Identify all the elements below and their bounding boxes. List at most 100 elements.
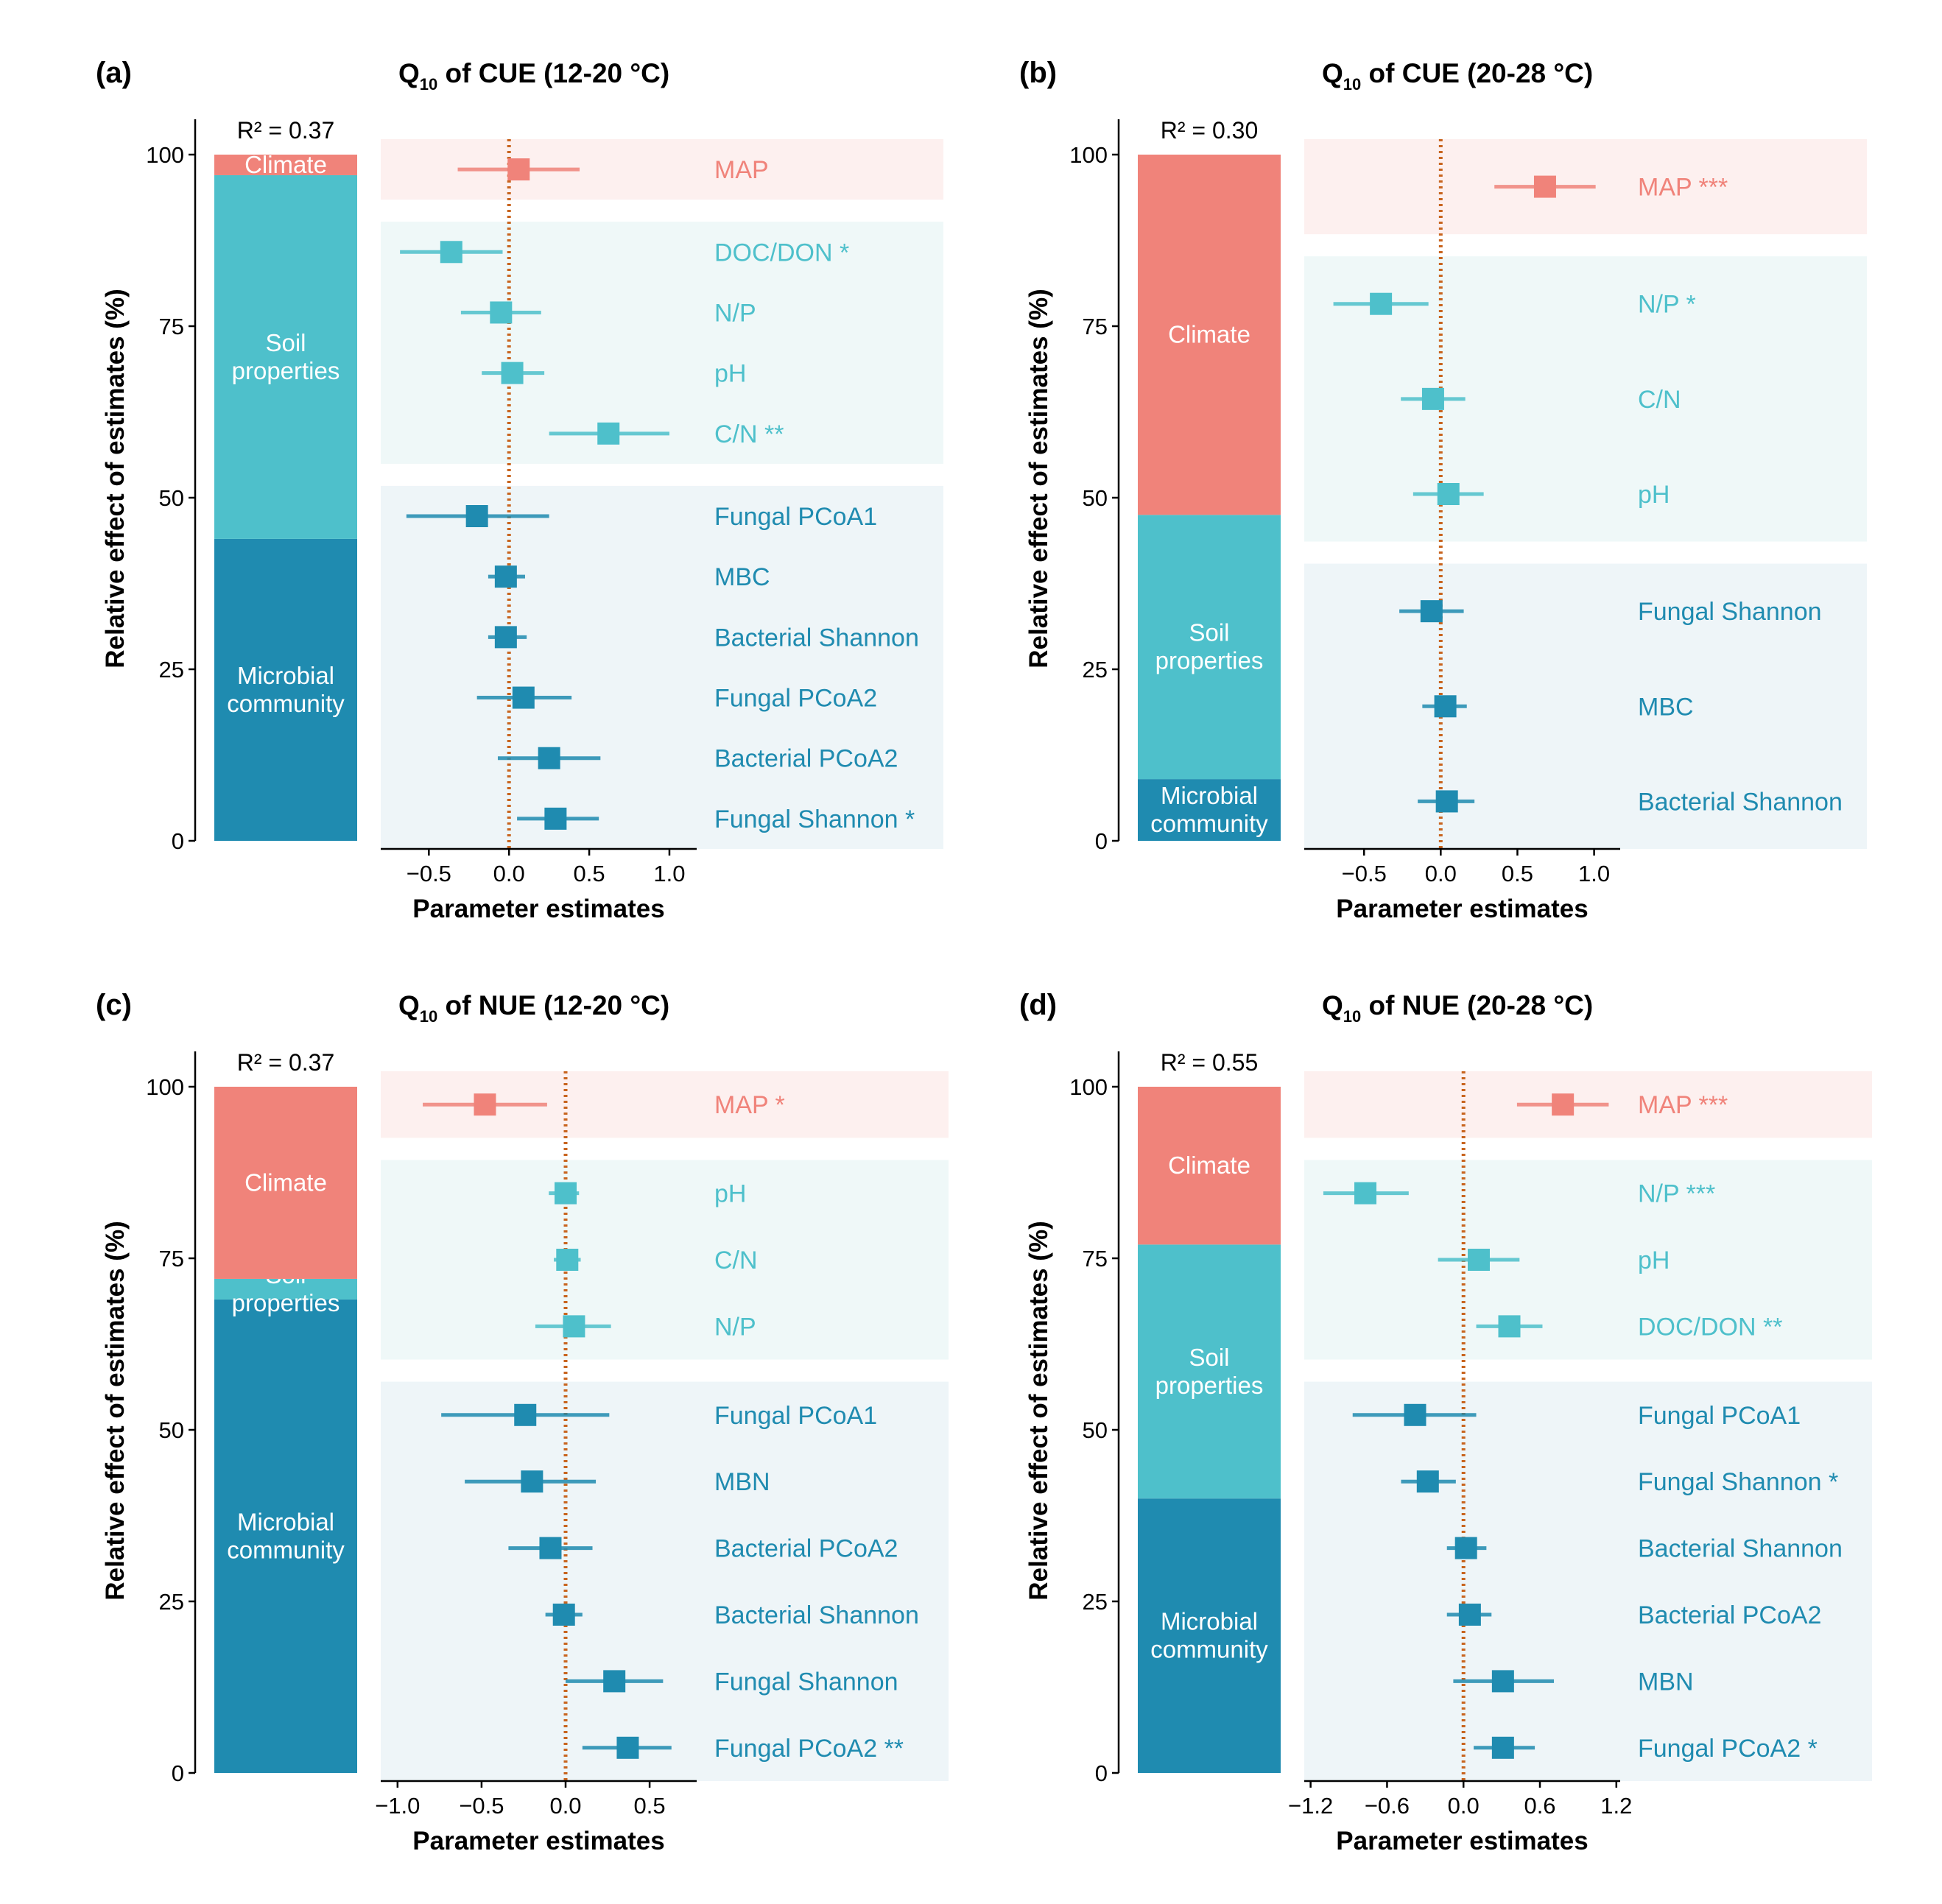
panel-b: (b) Q10 of CUE (20-28 °C) 0 25 50 75 100 Relati… [1019, 57, 1867, 923]
title-subscript: 10 [420, 1007, 437, 1026]
y-tick-label: 0 [172, 828, 184, 854]
row-label: Bacterial Shannon [1638, 788, 1843, 816]
estimate-point [1435, 790, 1458, 813]
row-label: Fungal PCoA2 * [1638, 1735, 1818, 1763]
estimate-point [1467, 1249, 1490, 1271]
x-tick-label: −0.5 [1342, 861, 1387, 886]
panel-title: Q10 of CUE (12-20 °C) [398, 58, 669, 94]
title-rest: of NUE (20-28 °C) [1361, 990, 1593, 1020]
panel-a: (a) Q10 of CUE (12-20 °C) 0 25 50 75 100 Relati… [96, 57, 943, 923]
stack-segment-label: Soil [1189, 619, 1229, 646]
x-tick-label: −0.6 [1365, 1793, 1410, 1819]
stack-segment-label: Climate [1168, 321, 1250, 348]
row-label: Fungal PCoA2 [714, 685, 877, 713]
y-tick-label: 100 [146, 1074, 184, 1100]
stack-segment-label: community [227, 1536, 345, 1563]
title-subscript: 10 [1343, 75, 1361, 94]
y-tick-label: 75 [1083, 314, 1108, 339]
stack-segment-label: Microbial [237, 662, 334, 689]
y-tick-label: 75 [1083, 1246, 1108, 1272]
title-rest: of CUE (12-20 °C) [437, 58, 669, 88]
estimate-point [440, 241, 462, 264]
stack-segment-soil-properties [1138, 515, 1281, 780]
panel-label: (d) [1019, 989, 1057, 1021]
x-axis-label: Parameter estimates [412, 895, 664, 923]
panel-d: (d) Q10 of NUE (20-28 °C) 0 25 50 75 100 Relati… [1019, 989, 1872, 1855]
estimate-point [501, 362, 524, 384]
r-squared-label: R² = 0.55 [1161, 1049, 1259, 1076]
title-q: Q [1322, 58, 1343, 88]
stack-segment-label: community [1150, 1636, 1268, 1663]
stack-segment-label: Microbial [1161, 782, 1258, 809]
stack-segment-label: Soil [1189, 1344, 1229, 1371]
estimate-point [1498, 1315, 1521, 1338]
y-tick-label: 0 [172, 1760, 184, 1786]
y-axis-label: Relative effect of estimates (%) [1024, 289, 1053, 668]
estimate-point [1354, 1182, 1377, 1205]
row-label: Bacterial PCoA2 [714, 745, 898, 773]
x-tick-label: 0.5 [634, 1793, 666, 1819]
row-label: pH [714, 1180, 746, 1208]
x-axis-label: Parameter estimates [1336, 1827, 1588, 1855]
stack-segment-label: community [1150, 810, 1268, 837]
row-label: Bacterial PCoA2 [1638, 1601, 1821, 1629]
y-tick-label: 100 [146, 142, 184, 168]
estimate-point [1420, 600, 1443, 623]
estimate-point [507, 158, 530, 181]
title-q: Q [398, 990, 420, 1020]
row-label: Fungal PCoA1 [714, 503, 877, 531]
estimate-point [494, 565, 517, 588]
y-tick-label: 75 [159, 1246, 184, 1272]
row-label: MBN [714, 1468, 770, 1496]
x-tick-label: 0.5 [574, 861, 605, 886]
row-label: N/P *** [1638, 1180, 1715, 1208]
stack-segment-climate [214, 155, 357, 175]
row-label: DOC/DON ** [1638, 1313, 1782, 1341]
estimate-point [1491, 1670, 1514, 1693]
row-label: Bacterial Shannon [714, 1601, 919, 1629]
stack-segment-microbial-community [1138, 779, 1281, 841]
x-tick-label: −1.2 [1288, 1793, 1333, 1819]
estimate-point [552, 1604, 575, 1626]
stack-segment-soil-properties [214, 174, 357, 539]
stack-segment-soil-properties [214, 1278, 357, 1300]
title-q: Q [398, 58, 420, 88]
r-squared-label: R² = 0.37 [237, 1049, 335, 1076]
panel-label: (c) [96, 989, 132, 1021]
stack-segment-label: Microbial [237, 1508, 334, 1535]
row-label: pH [1638, 481, 1670, 509]
stack-segment-label: Climate [244, 1168, 327, 1196]
title-q: Q [1322, 990, 1343, 1020]
row-label: Bacterial Shannon [1638, 1535, 1843, 1563]
estimate-point [474, 1093, 496, 1116]
stack-segment-label: Climate [244, 151, 327, 178]
x-tick-label: 1.2 [1600, 1793, 1632, 1819]
estimate-point [539, 1537, 562, 1559]
stack-segment-label: Microbial [1161, 1608, 1258, 1635]
row-label: N/P [714, 1313, 756, 1341]
stack-segment-microbial-community [214, 1299, 357, 1773]
estimate-point [1416, 1470, 1439, 1493]
y-axis-label: Relative effect of estimates (%) [101, 1221, 130, 1600]
estimate-point [494, 626, 517, 649]
x-axis-label: Parameter estimates [412, 1827, 664, 1855]
panel-title: Q10 of NUE (20-28 °C) [1322, 990, 1593, 1026]
y-tick-label: 100 [1069, 1074, 1108, 1100]
y-tick-label: 100 [1069, 142, 1108, 168]
x-tick-label: 0.0 [1448, 1793, 1480, 1819]
y-tick-label: 0 [1095, 828, 1108, 854]
x-axis-label: Parameter estimates [1336, 895, 1588, 923]
x-tick-label: −0.5 [459, 1793, 504, 1819]
row-label: MAP [714, 156, 769, 184]
estimate-point [1458, 1604, 1481, 1626]
row-label: Fungal PCoA2 ** [714, 1735, 904, 1763]
stack-segment-label: properties [232, 357, 340, 384]
row-label: C/N [1638, 386, 1681, 414]
row-label: Fungal Shannon * [1638, 1468, 1838, 1496]
row-label: Fungal PCoA1 [1638, 1402, 1801, 1430]
x-tick-label: 0.6 [1524, 1793, 1555, 1819]
stack-segment-label: Soil [265, 329, 306, 356]
x-tick-label: 0.0 [549, 1793, 581, 1819]
group-shade-soil-properties [1304, 1160, 1872, 1360]
title-rest: of CUE (20-28 °C) [1361, 58, 1593, 88]
